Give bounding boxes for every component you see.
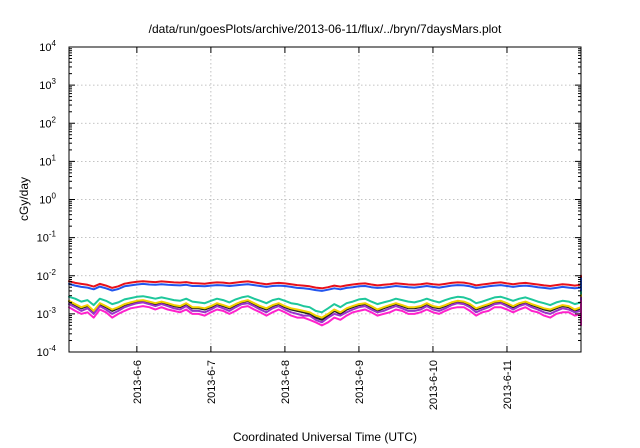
x-tick-labels: 2013-6-6 2013-6-7 2013-6-8 2013-6-9 2013-6-1…: [132, 360, 514, 410]
y-tick-label: 10-2: [37, 268, 57, 283]
x-tick-label: 2013-6-9: [354, 360, 366, 404]
y-tick-labels: 10-4 10-3 10-2 10-1 100 101 102 103 104: [37, 39, 57, 359]
x-tick-label: 2013-6-7: [206, 360, 218, 404]
chart-title: /data/run/goesPlots/archive/2013-06-11/f…: [149, 22, 502, 36]
y-tick-label: 103: [39, 77, 56, 92]
y-tick-label: 10-4: [37, 344, 57, 359]
x-tick-label: 2013-6-10: [428, 360, 440, 410]
x-tick-label: 2013-6-11: [502, 360, 514, 409]
y-axis-label: cGy/day: [17, 177, 31, 221]
tick-marks: [69, 46, 581, 353]
series-line-2: [68, 277, 582, 292]
y-tick-label: 100: [39, 192, 56, 207]
x-axis-label: Coordinated Universal Time (UTC): [233, 430, 417, 444]
series-group: [68, 274, 582, 327]
y-tick-label: 101: [39, 153, 56, 168]
x-tick-label: 2013-6-8: [280, 360, 292, 404]
x-tick-label: 2013-6-6: [132, 360, 144, 404]
y-tick-label: 102: [39, 115, 56, 130]
y-tick-label: 10-3: [37, 306, 57, 321]
y-tick-label: 10-1: [37, 230, 57, 245]
grid: [69, 47, 581, 352]
y-tick-label: 104: [39, 39, 56, 54]
